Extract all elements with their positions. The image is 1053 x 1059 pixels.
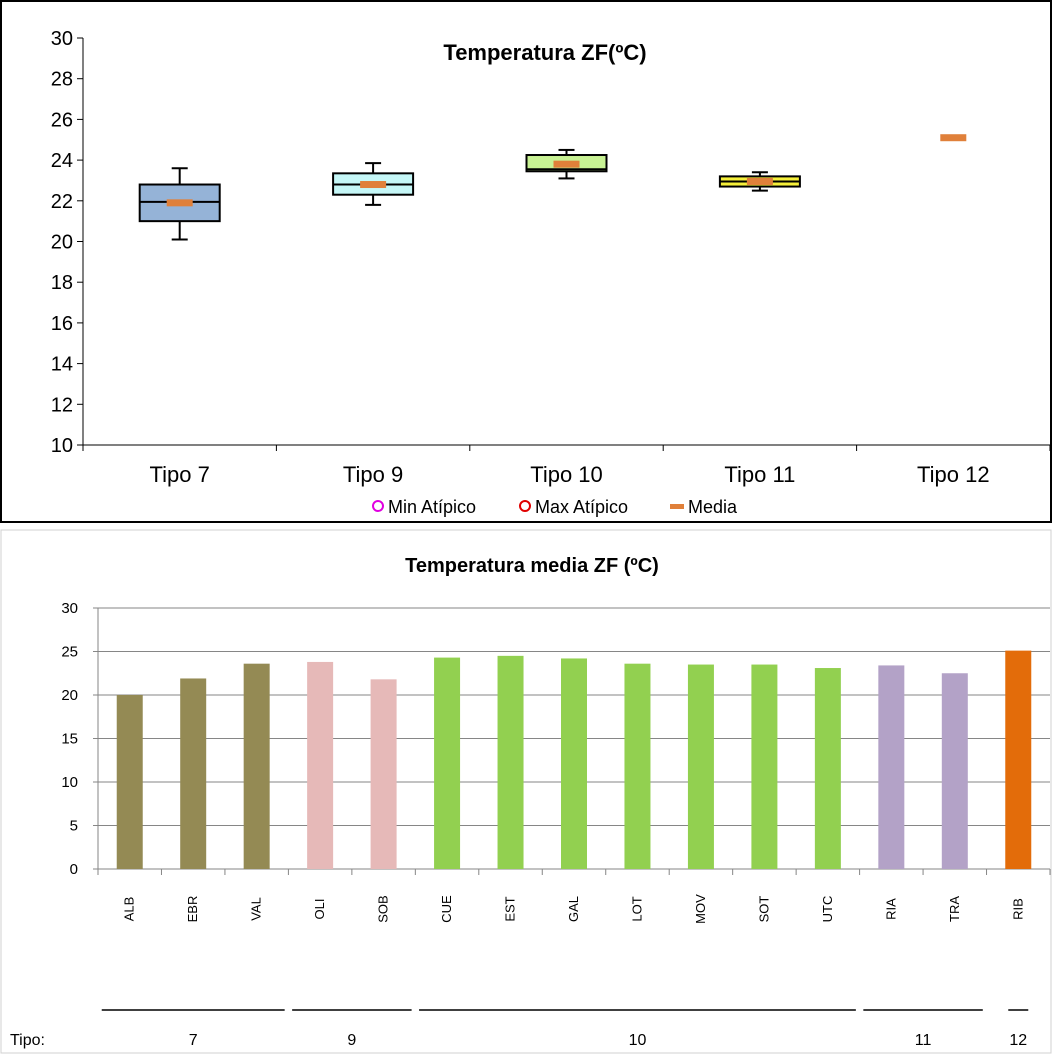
- box-mean-marker: [553, 160, 580, 168]
- boxplot-panel: Temperatura ZF(ºC) 10 12 14 16 18 20 22 24 26 28 3…: [0, 0, 1053, 524]
- boxplot-legend: Min Atípico Max Atípico Media: [372, 497, 738, 517]
- bar: [941, 673, 968, 869]
- x-tick-label: Tipo 7: [150, 462, 210, 487]
- y-tick-label: 20: [51, 232, 73, 254]
- y-tick-label: 10: [61, 774, 78, 791]
- legend-media-icon: [670, 504, 684, 509]
- y-tick-label: 28: [51, 69, 73, 91]
- x-tick-label: Tipo 12: [917, 462, 990, 487]
- boxplot-chart: Temperatura ZF(ºC) 10 12 14 16 18 20 22 24 26 28 3…: [0, 0, 1052, 523]
- box-mean-marker: [166, 199, 193, 207]
- y-tick-label: 22: [51, 191, 73, 213]
- legend-max-atipico-icon: [519, 500, 531, 512]
- x-tick-label: CUE: [439, 895, 454, 923]
- y-tick-label: 5: [70, 818, 78, 835]
- x-tick-label: Tipo 10: [530, 462, 603, 487]
- y-tick-label: 20: [61, 687, 78, 704]
- bar: [307, 661, 334, 869]
- y-tick-label: 30: [51, 28, 73, 50]
- x-tick-label: TRA: [947, 896, 962, 922]
- bar: [687, 664, 714, 869]
- x-tick-label: LOT: [629, 896, 644, 921]
- box-mean-marker: [360, 181, 387, 189]
- barchart-panel: Temperatura media ZF (ºC) 0 5 10 15 20 25 30 AL…: [0, 529, 1053, 1054]
- x-tick-label: VAL: [249, 897, 264, 921]
- barchart-frame: [0, 529, 1052, 1054]
- bar: [1005, 650, 1032, 869]
- box-mean-marker: [940, 134, 967, 142]
- legend-min-atipico-label: Min Atípico: [388, 497, 476, 517]
- legend-max-atipico-label: Max Atípico: [535, 497, 628, 517]
- bar: [624, 663, 651, 869]
- bar: [497, 655, 524, 869]
- bar: [814, 668, 841, 869]
- x-tick-label: Tipo 11: [724, 462, 795, 487]
- tipo-row-label: Tipo:: [10, 1032, 45, 1049]
- group-label: 7: [189, 1032, 198, 1049]
- group-label: 10: [629, 1032, 647, 1049]
- y-tick-label: 0: [70, 861, 78, 878]
- x-tick-label: SOT: [756, 896, 771, 923]
- x-tick-label: GAL: [566, 896, 581, 922]
- legend-min-atipico-icon: [372, 500, 384, 512]
- y-tick-label: 26: [51, 109, 73, 131]
- bar: [878, 665, 905, 869]
- x-tick-label: MOV: [693, 894, 708, 924]
- group-label: 11: [915, 1032, 932, 1049]
- y-tick-label: 18: [51, 272, 73, 294]
- barchart-title: Temperatura media ZF (ºC): [405, 555, 659, 577]
- bar: [180, 678, 207, 869]
- y-tick-label: 12: [51, 394, 73, 416]
- x-tick-label: EST: [503, 896, 518, 921]
- y-tick-label: 10: [51, 435, 73, 457]
- x-tick-label: SOB: [376, 895, 391, 922]
- box-mean-marker: [746, 177, 773, 185]
- x-tick-label: UTC: [820, 896, 835, 923]
- bar: [116, 695, 143, 869]
- y-tick-label: 24: [51, 150, 73, 172]
- y-tick-label: 16: [51, 313, 73, 335]
- y-tick-label: 15: [61, 731, 78, 748]
- x-tick-label: RIB: [1010, 898, 1025, 920]
- bar: [434, 657, 461, 869]
- group-label: 9: [347, 1032, 356, 1049]
- barchart-chart: Temperatura media ZF (ºC) 0 5 10 15 20 25 30 AL…: [0, 529, 1052, 1054]
- bar: [751, 664, 778, 869]
- y-tick-label: 14: [51, 354, 73, 376]
- x-tick-label: RIA: [883, 898, 898, 920]
- x-tick-label: OLI: [312, 899, 327, 920]
- x-tick-label: Tipo 9: [343, 462, 403, 487]
- bar: [243, 663, 270, 869]
- x-tick-label: EBR: [185, 896, 200, 923]
- group-label: 12: [1009, 1032, 1027, 1049]
- legend-media-label: Media: [688, 497, 738, 517]
- y-tick-label: 30: [61, 600, 78, 617]
- y-tick-label: 25: [61, 644, 78, 661]
- boxplot-frame: [0, 0, 1052, 523]
- bar: [370, 679, 397, 869]
- x-tick-label: ALB: [122, 897, 137, 922]
- bar: [561, 658, 587, 869]
- boxplot-title: Temperatura ZF(ºC): [443, 40, 646, 65]
